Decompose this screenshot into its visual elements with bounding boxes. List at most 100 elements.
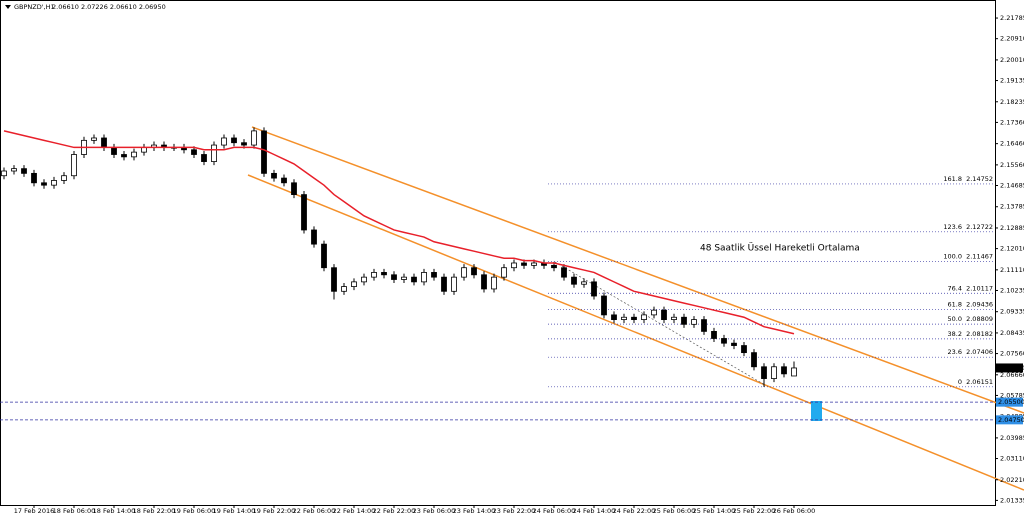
x-tick-label: 26 Feb 06:00 (773, 507, 816, 515)
fibo-level: 38.2 (948, 330, 962, 338)
y-tick-label: 2.19135 (1000, 77, 1024, 85)
x-tick-label: 24 Feb 14:00 (573, 507, 616, 515)
candle-body (221, 137, 227, 146)
candle-body (591, 281, 597, 297)
y-tick-label: 2.01335 (1000, 496, 1024, 504)
candle-body (471, 267, 477, 276)
x-tick-label: 23 Feb 06:00 (413, 507, 456, 515)
candle-body (431, 272, 437, 278)
candle-body (61, 175, 67, 181)
last-price-bg (996, 363, 1023, 373)
fibo-price: 2.09436 (966, 300, 993, 308)
candle-body (411, 276, 417, 283)
level-label: 2.05500 (998, 398, 1024, 406)
y-tick-label: 2.18235 (1000, 98, 1024, 106)
x-tick-label: 23 Feb 14:00 (453, 507, 496, 515)
candle-body (651, 309, 657, 316)
chart-title: GBPNZD',H1 (14, 3, 55, 11)
candle-body (581, 281, 587, 285)
target-zone (811, 401, 822, 421)
candle-body (351, 281, 357, 287)
x-tick-label: 19 Feb 22:00 (253, 507, 296, 515)
channel-upper (251, 126, 1024, 414)
candle-body (231, 137, 237, 144)
candle-body (511, 262, 517, 269)
fibo-level: 61.8 (948, 300, 962, 308)
candle-body (631, 316, 637, 321)
candle-body (641, 314, 647, 321)
fibo-price: 2.11467 (966, 252, 993, 260)
candle-body (361, 276, 367, 283)
y-tick-label: 2.14685 (1000, 182, 1024, 190)
x-tick-label: 22 Feb 14:00 (333, 507, 376, 515)
candle-body (741, 345, 747, 354)
y-tick-label: 2.13785 (1000, 203, 1024, 211)
candle-body (271, 172, 277, 179)
candle-body (301, 194, 307, 231)
candle-body (701, 319, 707, 332)
x-tick-label: 18 Feb 14:00 (93, 507, 136, 515)
x-tick-label: 18 Feb 22:00 (133, 507, 176, 515)
candle-body (21, 168, 27, 174)
y-tick-label: 2.16460 (1000, 140, 1024, 148)
candle-body (341, 286, 347, 292)
fibo-price: 2.12722 (966, 223, 993, 231)
y-tick-label: 2.21785 (1000, 14, 1024, 22)
x-tick-label: 18 Feb 06:00 (53, 507, 96, 515)
candle-body (401, 276, 407, 280)
fibo-level: 123.6 (943, 223, 962, 231)
candle-body (481, 274, 487, 290)
x-tick-label: 22 Feb 22:00 (373, 507, 416, 515)
y-tick-label: 2.03985 (1000, 434, 1024, 442)
candle-body (311, 229, 317, 245)
y-tick-label: 2.15560 (1000, 161, 1024, 169)
candle-body (441, 276, 447, 292)
candle-body (491, 276, 497, 290)
candle-body (51, 180, 57, 186)
x-tick-label: 25 Feb 22:00 (733, 507, 776, 515)
x-tick-label: 25 Feb 06:00 (653, 507, 696, 515)
candle-body (121, 154, 127, 158)
fibo-price: 2.06151 (966, 378, 993, 386)
candle-body (91, 137, 97, 141)
candle-body (31, 172, 37, 184)
plot-frame (0, 0, 996, 506)
y-tick-label: 2.11110 (1000, 266, 1024, 274)
candle-body (611, 314, 617, 321)
candle-body (521, 262, 527, 266)
candle-body (201, 154, 207, 162)
fibo-level: 50.0 (948, 315, 962, 323)
candle-body (501, 267, 507, 278)
menu-arrow[interactable] (5, 5, 11, 9)
candle-body (561, 267, 567, 278)
candle-body (381, 272, 387, 276)
y-tick-label: 2.05785 (1000, 391, 1024, 399)
candle-body (571, 276, 577, 285)
candle-body (11, 168, 17, 172)
candle-body (461, 267, 467, 278)
fibo-price: 2.10117 (966, 284, 993, 292)
candle-body (751, 352, 757, 368)
y-tick-label: 2.12010 (1000, 245, 1024, 253)
candle-body (451, 276, 457, 292)
candle-body (681, 316, 687, 325)
fibo-trendline (554, 261, 766, 386)
candle-body (131, 151, 137, 158)
channel-lower (247, 174, 1024, 491)
y-tick-label: 2.03110 (1000, 455, 1024, 463)
candle-body (711, 330, 717, 339)
candle-body (291, 182, 297, 195)
candle-body (391, 274, 397, 280)
y-tick-label: 2.12885 (1000, 224, 1024, 232)
candle-body (781, 366, 787, 375)
candle-body (531, 262, 537, 266)
candle-body (41, 182, 47, 186)
candle-body (621, 316, 627, 321)
ema-label: 48 Saatlik Üssel Hareketli Ortalama (700, 243, 860, 254)
x-tick-label: 24 Feb 22:00 (613, 507, 656, 515)
candle-body (551, 264, 557, 269)
candle-body (241, 142, 247, 146)
candle-body (671, 316, 677, 321)
